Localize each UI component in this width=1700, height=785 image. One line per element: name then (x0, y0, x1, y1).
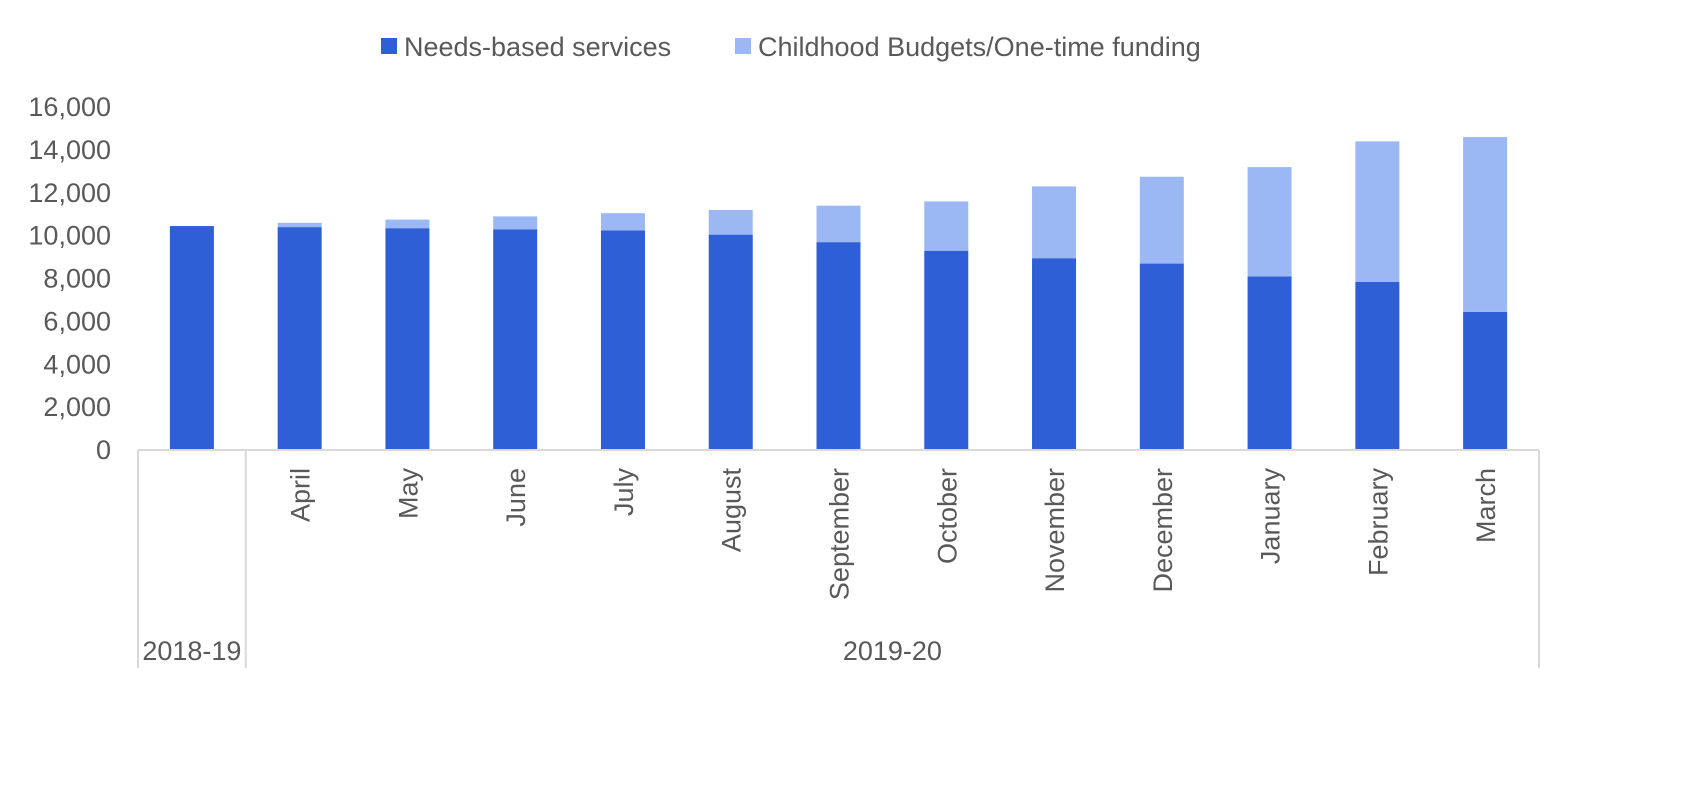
legend-label: Needs-based services (404, 32, 671, 62)
legend: Needs-based services Childhood Budgets/On… (381, 32, 1201, 62)
bar-segment (385, 219, 430, 229)
bar-segment (385, 228, 430, 449)
bar-segment (816, 242, 861, 449)
legend-label: Childhood Budgets/One-time funding (758, 32, 1201, 62)
bar-segment (924, 250, 969, 449)
legend-swatch (735, 38, 751, 54)
x-category-label: October (932, 468, 962, 564)
bar-segment (277, 227, 322, 449)
y-tick-label: 0 (96, 435, 111, 465)
bar-segment (1247, 167, 1292, 277)
x-category-label: December (1148, 468, 1178, 593)
bar-segment (816, 205, 861, 243)
bars (169, 137, 1508, 449)
bar-segment (1355, 281, 1400, 449)
x-group-label: 2019-20 (843, 636, 942, 666)
x-category-label: April (286, 468, 316, 522)
y-tick-label: 12,000 (28, 178, 111, 208)
y-tick-label: 8,000 (43, 264, 111, 294)
x-category-label: July (609, 468, 639, 517)
bar-segment (1032, 258, 1077, 449)
x-category-label: August (717, 468, 747, 553)
bar-segment (493, 216, 538, 230)
y-tick-label: 4,000 (43, 349, 111, 379)
bar-segment (277, 222, 322, 228)
y-axis-tick-labels: 0 2,000 4,000 6,000 8,000 10,000 12,000 14,000 1… (28, 92, 111, 465)
category-labels: April May June July August September October No… (286, 468, 1501, 601)
x-category-label: January (1256, 468, 1286, 565)
x-category-label: February (1363, 468, 1393, 577)
y-tick-label: 2,000 (43, 392, 111, 422)
category-axis (137, 449, 1540, 668)
bar-segment (1032, 186, 1077, 259)
group-labels: 2018-19 2019-20 (142, 636, 942, 666)
bar-segment (600, 213, 645, 231)
y-tick-label: 6,000 (43, 306, 111, 336)
bar-segment (1463, 311, 1508, 449)
y-tick-label: 14,000 (28, 135, 111, 165)
y-tick-label: 16,000 (28, 92, 111, 122)
legend-swatch (381, 38, 397, 54)
bar-segment (169, 226, 214, 449)
bar-segment (708, 234, 753, 449)
bar-segment (493, 229, 538, 449)
x-group-label: 2018-19 (142, 636, 241, 666)
bar-segment (1247, 276, 1292, 449)
bar-segment (1463, 137, 1508, 312)
bar-segment (1355, 141, 1400, 282)
bar-segment (600, 230, 645, 449)
x-category-label: November (1040, 468, 1070, 593)
bar-segment (924, 201, 969, 251)
y-tick-label: 10,000 (28, 221, 111, 251)
x-category-label: September (825, 468, 855, 600)
bar-segment (1139, 263, 1184, 449)
bar-segment (708, 209, 753, 235)
x-category-label: March (1471, 468, 1501, 543)
bar-segment (1139, 176, 1184, 264)
x-category-label: May (393, 468, 423, 520)
x-category-label: June (501, 468, 531, 527)
